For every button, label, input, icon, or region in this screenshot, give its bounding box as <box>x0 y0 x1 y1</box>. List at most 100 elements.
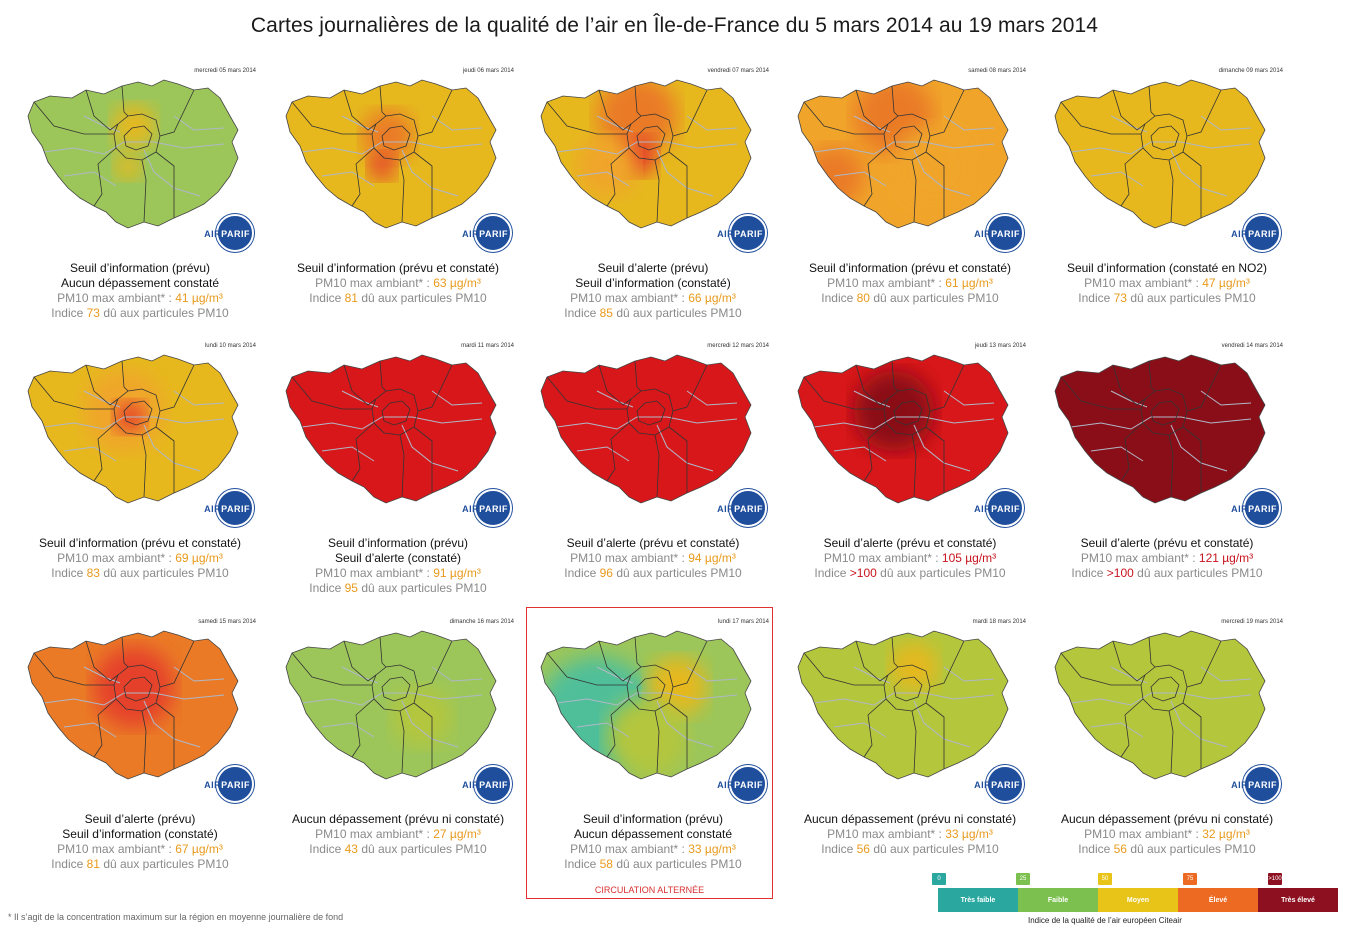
map-panel: vendredi 14 mars 2014 AIRPARIF Seuil d’ale… <box>1051 343 1283 611</box>
department-border <box>606 698 630 758</box>
pm10-value: 32 µg/m³ <box>1202 827 1250 841</box>
river-line <box>596 390 634 408</box>
map-caption: Seuil d’alerte (prévu et constaté) PM10 m… <box>794 536 1026 581</box>
river-line <box>656 700 714 748</box>
river-line <box>1090 722 1144 738</box>
legend-segment-medium: Moyen <box>1098 888 1178 912</box>
index-prefix: Indice <box>814 566 850 580</box>
pm10-line: PM10 max ambiant* : 61 µg/m³ <box>794 276 1026 291</box>
index-suffix: dû aux particules PM10 <box>869 842 999 856</box>
index-suffix: dû aux particules PM10 <box>357 842 487 856</box>
department-border <box>546 376 627 410</box>
department-border <box>929 640 965 688</box>
legend-tick-75: 75 <box>1183 873 1197 885</box>
idf-pollution-map <box>27 630 239 780</box>
department-border <box>93 147 117 207</box>
pm10-label: PM10 max ambiant* : <box>823 551 942 565</box>
threshold-status: Seuil d’alerte (prévu) <box>84 812 196 826</box>
map-caption: Seuil d’information (prévu et constaté) P… <box>794 261 1026 306</box>
river-line <box>321 171 375 187</box>
map-date: samedi 08 mars 2014 <box>968 68 1026 74</box>
pm10-label: PM10 max ambiant* : <box>57 291 176 305</box>
department-border <box>929 89 965 137</box>
index-prefix: Indice <box>51 306 87 320</box>
idf-pollution-map <box>285 354 497 504</box>
index-line: Indice 58 dû aux particules PM10 <box>537 857 769 872</box>
department-border <box>925 151 945 218</box>
pm10-label: PM10 max ambiant* : <box>1084 276 1203 290</box>
department-border <box>672 640 708 688</box>
region-outline <box>27 79 239 229</box>
region-outline <box>540 630 752 780</box>
region-outline <box>27 630 239 780</box>
department-border <box>85 364 119 406</box>
department-border <box>803 376 884 410</box>
index-prefix: Indice <box>564 566 600 580</box>
idf-pollution-map <box>27 79 239 229</box>
department-border <box>1148 360 1156 392</box>
department-border <box>123 400 153 426</box>
pm10-label: PM10 max ambiant* : <box>570 551 689 565</box>
idf-pollution-map <box>285 630 497 780</box>
pollution-hotspot <box>114 152 142 180</box>
river-line <box>63 722 117 738</box>
department-border <box>1186 89 1222 137</box>
department-border <box>1120 422 1144 482</box>
department-border <box>93 698 117 758</box>
idf-pollution-map <box>285 79 497 229</box>
pm10-line: PM10 max ambiant* : 121 µg/m³ <box>1051 551 1283 566</box>
pm10-label: PM10 max ambiant* : <box>1084 827 1203 841</box>
map-panel: samedi 15 mars 2014 AIRPARIF Seuil d’alert… <box>24 619 256 887</box>
index-suffix: dû aux particules PM10 <box>99 566 229 580</box>
river-line <box>576 446 630 462</box>
map-region-fill <box>286 631 496 779</box>
department-border <box>929 364 965 412</box>
pm10-line: PM10 max ambiant* : 33 µg/m³ <box>537 842 769 857</box>
river-line <box>656 149 714 197</box>
department-border <box>803 652 884 686</box>
river-line <box>1170 700 1228 748</box>
map-caption: Seuil d’information (prévu) Aucun dépasse… <box>24 261 256 321</box>
department-border <box>343 89 377 131</box>
river-line <box>43 692 225 706</box>
river-line <box>341 390 379 408</box>
department-border <box>634 360 642 392</box>
map-caption: Seuil d’information (prévu) Seuil d’alert… <box>282 536 514 596</box>
department-border <box>121 360 129 392</box>
department-border <box>1120 147 1144 207</box>
department-border <box>598 89 632 131</box>
map-panel: mercredi 19 mars 2014 AIRPARIF Aucun dépas… <box>1051 619 1283 887</box>
department-border <box>291 101 372 135</box>
river-line <box>913 424 971 472</box>
index-prefix: Indice <box>1078 842 1114 856</box>
pm10-label: PM10 max ambiant* : <box>570 291 689 305</box>
pm10-label: PM10 max ambiant* : <box>57 551 176 565</box>
threshold-status: Seuil d’information (prévu) <box>69 261 211 275</box>
index-line: Indice >100 dû aux particules PM10 <box>794 566 1026 581</box>
map-caption: Seuil d’information (prévu) Aucun dépasse… <box>537 812 769 872</box>
index-line: Indice 81 dû aux particules PM10 <box>24 857 256 872</box>
threshold-status: Seuil d’information (constaté en NO2) <box>1066 261 1268 275</box>
map-date: mercredi 19 mars 2014 <box>1221 619 1283 625</box>
river-line <box>1110 390 1148 408</box>
department-border <box>33 101 114 135</box>
map-panel: dimanche 09 mars 2014 AIRPARIF Seuil d’inf… <box>1051 68 1283 336</box>
threshold-status: Seuil d’alerte (prévu et constaté) <box>823 536 997 550</box>
idf-pollution-map <box>540 354 752 504</box>
pm10-value: 94 µg/m³ <box>688 551 736 565</box>
index-suffix: dû aux particules PM10 <box>876 566 1006 580</box>
map-caption: Seuil d’information (prévu et constaté) P… <box>282 261 514 306</box>
department-border <box>141 710 147 774</box>
department-border <box>891 85 899 117</box>
pm10-line: PM10 max ambiant* : 67 µg/m³ <box>24 842 256 857</box>
river-line <box>301 141 483 155</box>
department-border <box>381 676 411 702</box>
department-border <box>911 159 917 223</box>
river-line <box>431 666 483 682</box>
department-border <box>1148 636 1156 668</box>
department-border <box>93 422 117 482</box>
index-line: Indice 81 dû aux particules PM10 <box>282 291 514 306</box>
index-prefix: Indice <box>821 291 857 305</box>
index-value: 95 <box>344 581 358 595</box>
map-date: jeudi 13 mars 2014 <box>974 343 1026 349</box>
